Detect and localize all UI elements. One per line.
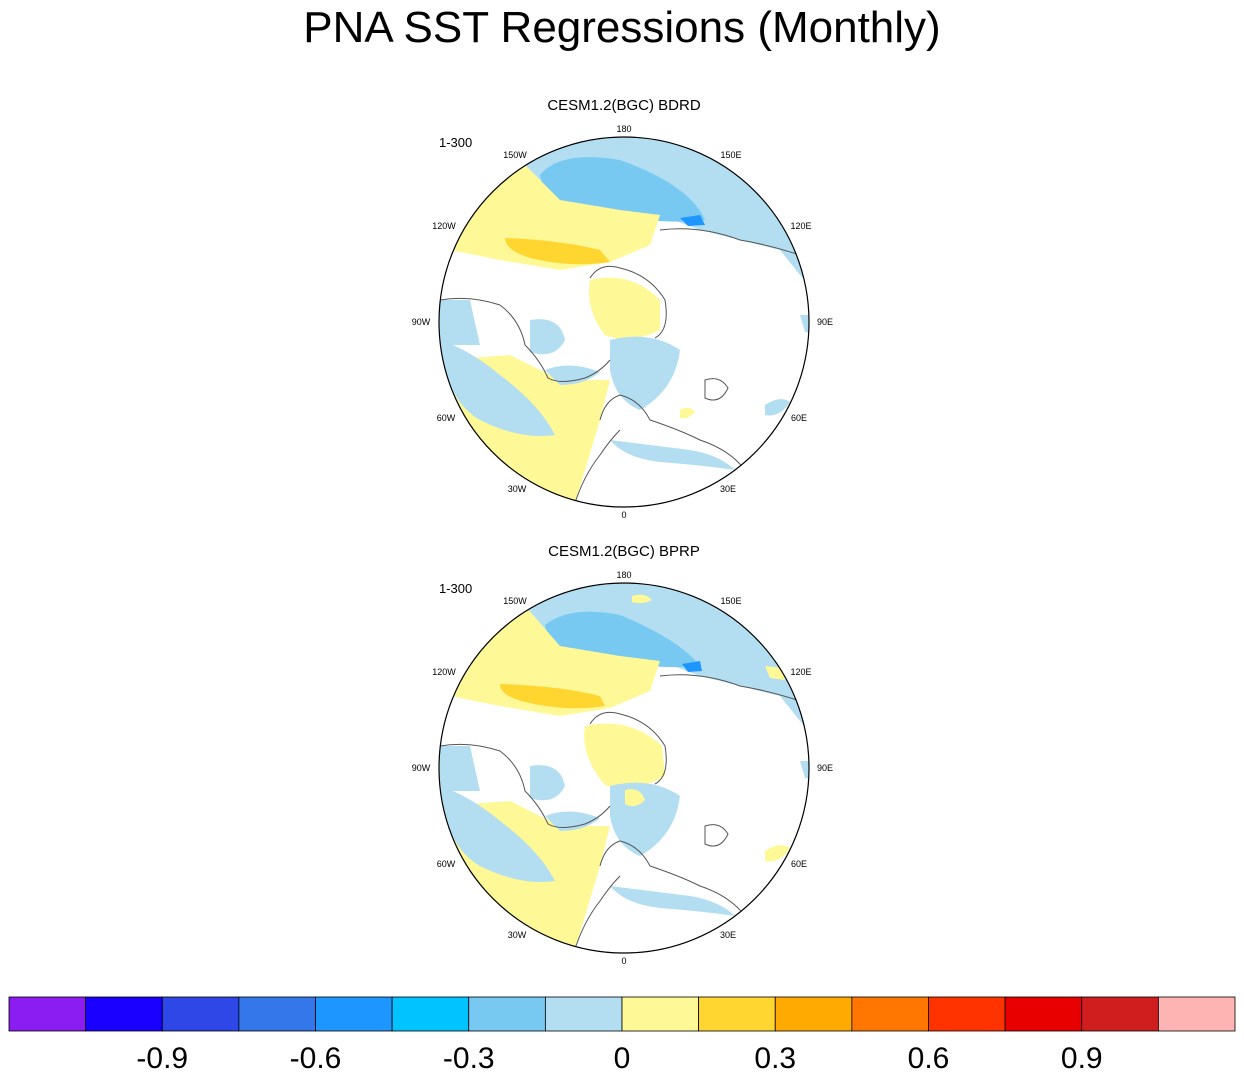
colorbar-swatch xyxy=(1004,996,1083,1032)
lon-label: 30E xyxy=(720,930,736,940)
colorbar-swatch xyxy=(8,996,87,1032)
lon-label: 150E xyxy=(720,150,741,160)
colorbar-tick-label: -0.9 xyxy=(136,1042,188,1075)
colorbar-swatch xyxy=(544,996,623,1032)
lon-label: 150W xyxy=(503,150,527,160)
colorbar-swatch xyxy=(621,996,700,1032)
colorbar-swatch xyxy=(698,996,776,1032)
lon-label: 0 xyxy=(621,510,626,520)
lon-label: 30W xyxy=(508,930,527,940)
lon-label: 120W xyxy=(432,667,456,677)
lon-label: 90W xyxy=(412,317,431,327)
longitude-labels: 180 150E 120E 90E 60E 30E 0 30W 60W 90W … xyxy=(412,124,833,520)
lon-label: 60E xyxy=(791,413,807,423)
map-boundary xyxy=(438,136,810,508)
lon-label: 90E xyxy=(817,763,833,773)
lon-label: 180 xyxy=(616,124,631,134)
colorbar-tick-label: 0.9 xyxy=(1061,1042,1103,1075)
colorbar-tick-label: 0 xyxy=(614,1042,631,1075)
lon-label: 60E xyxy=(791,859,807,869)
colorbar-swatch xyxy=(851,996,929,1032)
lon-label: 60W xyxy=(437,413,456,423)
colorbar-swatch xyxy=(1157,996,1236,1032)
colorbar-tick-label: 0.3 xyxy=(754,1042,796,1075)
colorbar-swatch xyxy=(774,996,853,1032)
run-label: 1-300 xyxy=(439,135,472,150)
map-boundary xyxy=(438,582,810,954)
colorbar-swatch xyxy=(468,996,546,1032)
run-label: 1-300 xyxy=(439,581,472,596)
lon-label: 90W xyxy=(412,763,431,773)
colorbar-swatch xyxy=(238,996,316,1032)
lon-label: 180 xyxy=(616,570,631,580)
lon-label: 30W xyxy=(508,484,527,494)
colorbar-swatch xyxy=(928,996,1006,1032)
colorbar-tick-label: -0.6 xyxy=(290,1042,342,1075)
lon-label: 120E xyxy=(790,667,811,677)
lon-label: 60W xyxy=(437,859,456,869)
lon-label: 90E xyxy=(817,317,833,327)
colorbar-swatch xyxy=(161,996,240,1032)
map-panel-bdrd: CESM1.2(BGC) BDRD 1-300 xyxy=(412,97,833,520)
longitude-labels: 180 150E 120E 90E 60E 30E 0 30W 60W 90W … xyxy=(412,570,833,966)
sst-field xyxy=(439,137,809,507)
colorbar-swatch xyxy=(1081,996,1159,1032)
map-panel-bprp: CESM1.2(BGC) BPRP 1-300 xyxy=(412,543,833,966)
colorbar-tick-label: -0.3 xyxy=(443,1042,495,1075)
panel-title: CESM1.2(BGC) BPRP xyxy=(548,543,700,560)
colorbar-swatch xyxy=(391,996,470,1032)
colorbar-swatch xyxy=(85,996,163,1032)
main-title: PNA SST Regressions (Monthly) xyxy=(303,3,941,52)
lon-label: 150W xyxy=(503,596,527,606)
colorbar-labels: -0.9 -0.6 -0.3 0 0.3 0.6 0.9 xyxy=(136,1042,1102,1075)
colorbar-swatch xyxy=(315,996,393,1032)
lon-label: 120W xyxy=(432,221,456,231)
sst-field xyxy=(439,583,809,953)
colorbar-tick-label: 0.6 xyxy=(908,1042,950,1075)
panel-title: CESM1.2(BGC) BDRD xyxy=(547,97,701,114)
lon-label: 120E xyxy=(790,221,811,231)
lon-label: 0 xyxy=(621,956,626,966)
colorbar xyxy=(8,996,1236,1032)
lon-label: 150E xyxy=(720,596,741,606)
lon-label: 30E xyxy=(720,484,736,494)
